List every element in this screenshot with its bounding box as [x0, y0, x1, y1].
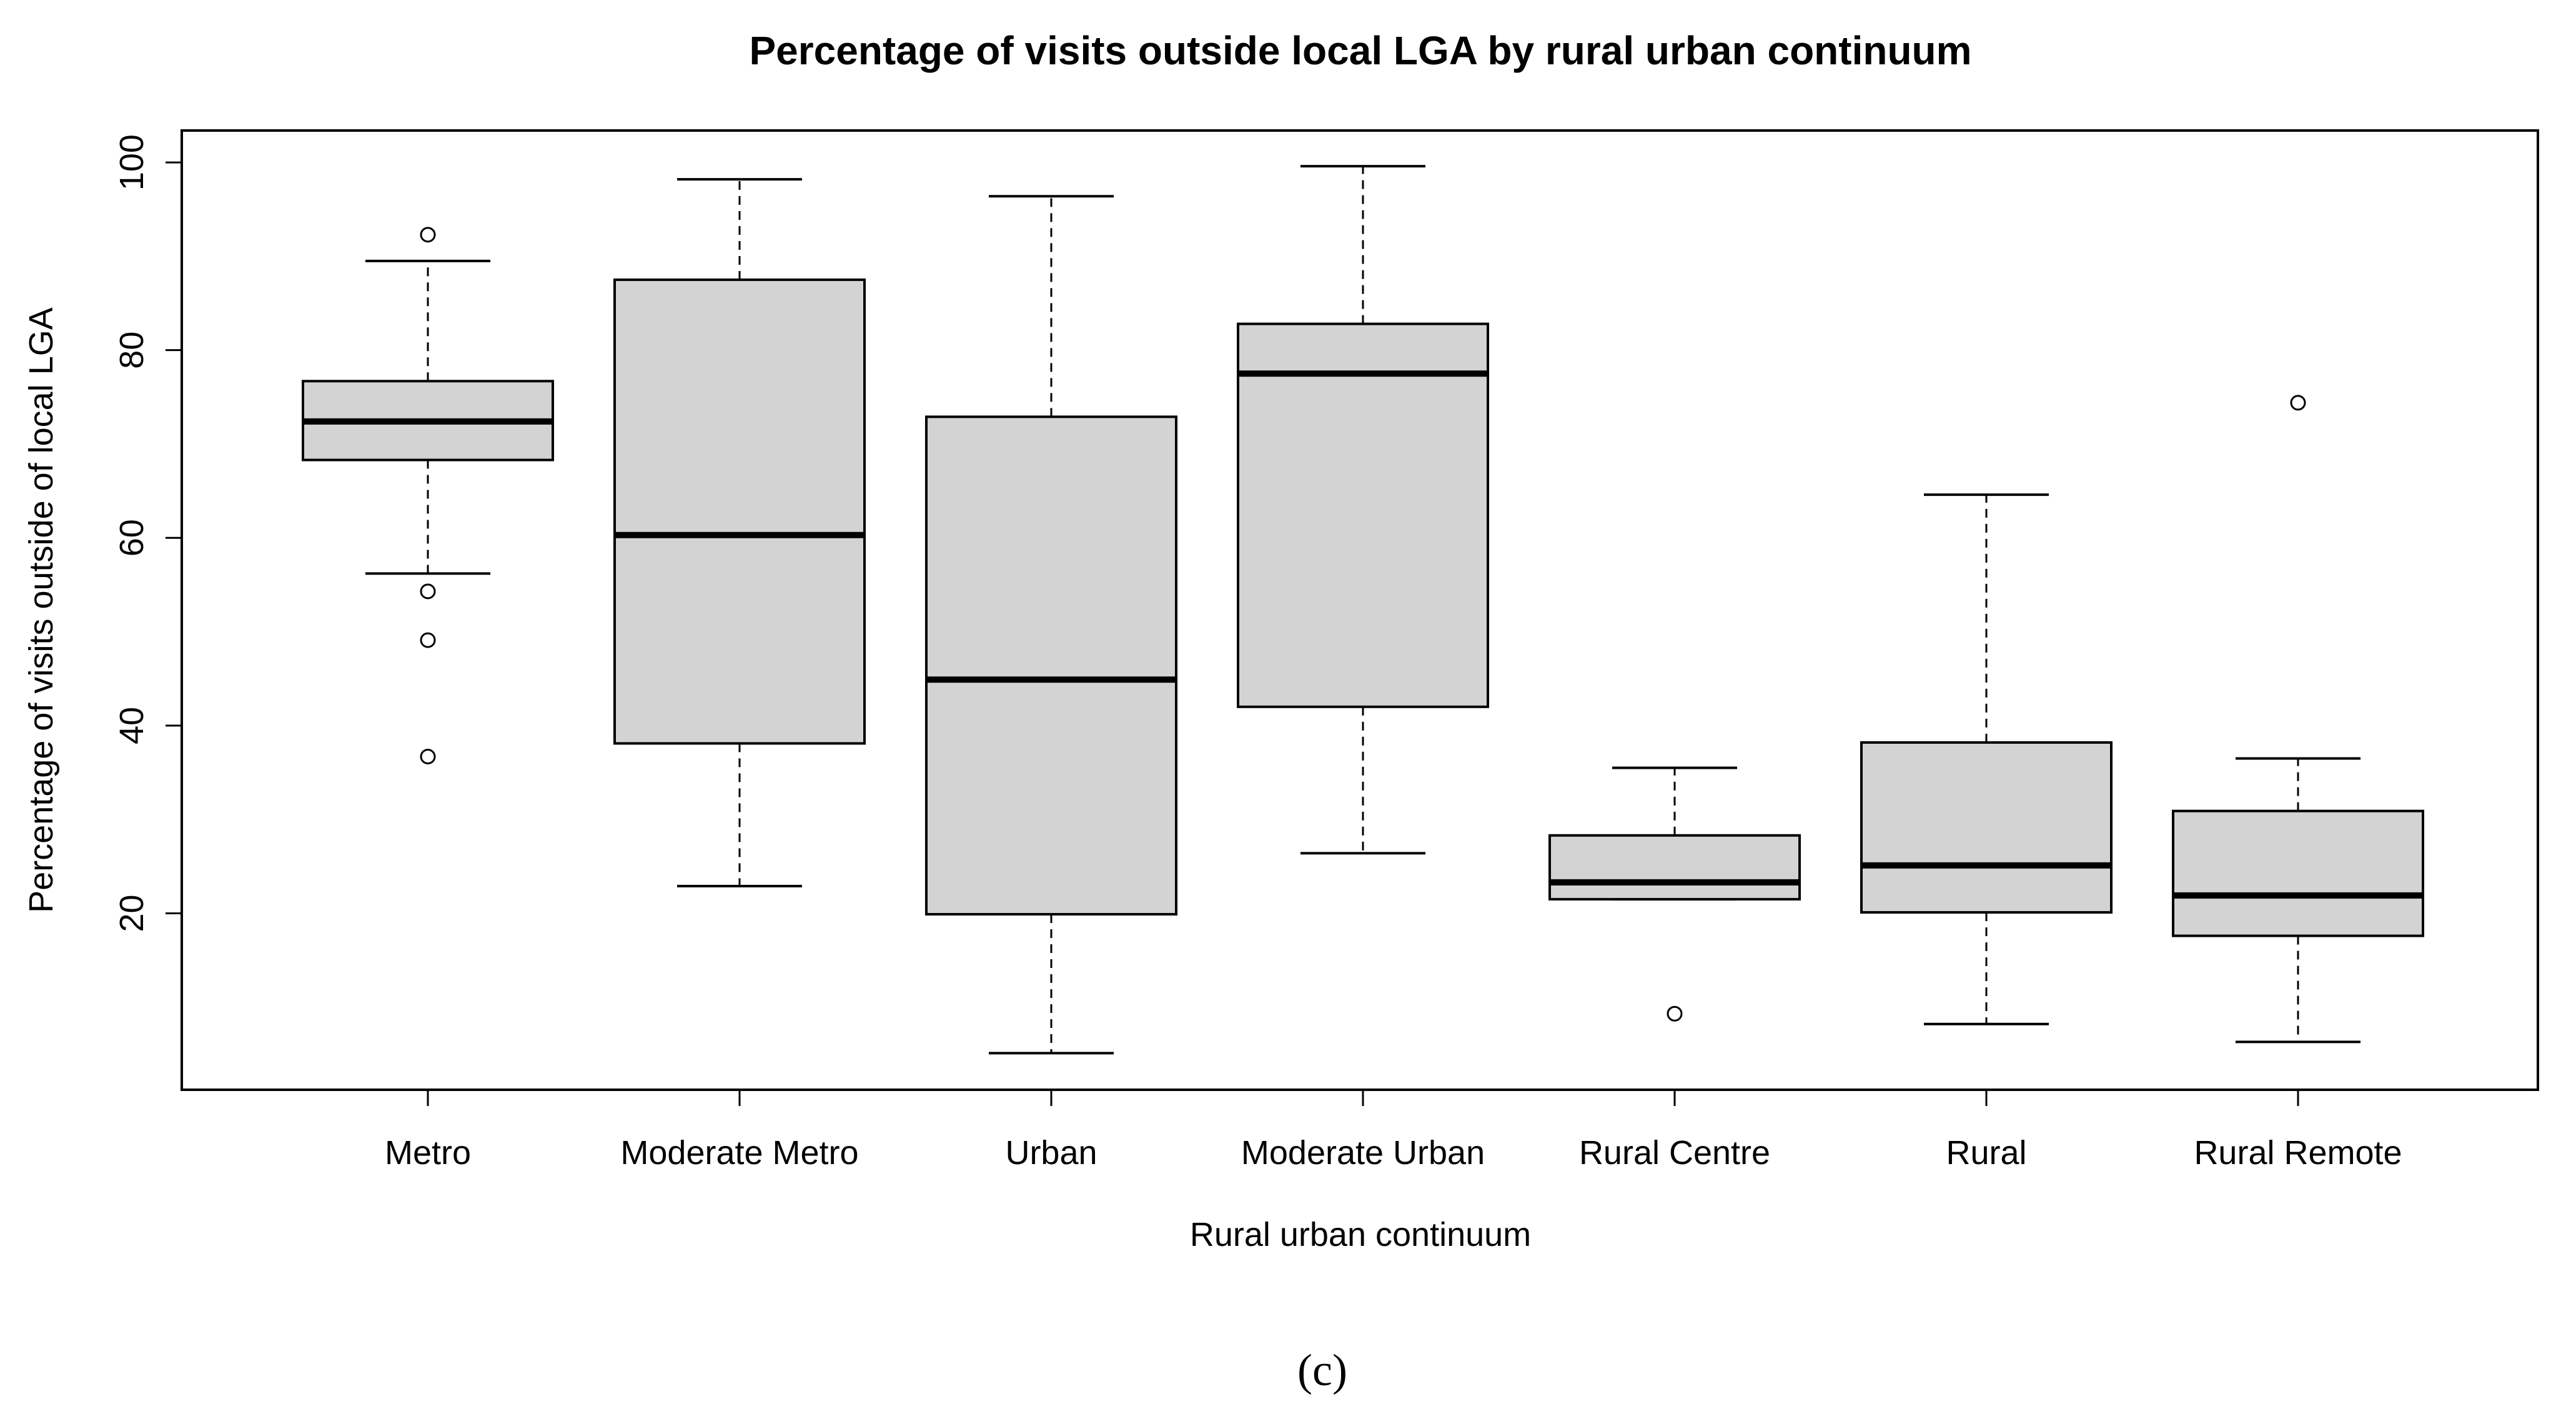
box-group	[1237, 165, 1489, 855]
outlier-point	[420, 583, 436, 600]
box-group	[2172, 395, 2424, 1044]
outlier-point	[420, 632, 436, 648]
box-group	[302, 227, 554, 764]
x-tick-label: Moderate Metro	[620, 1134, 858, 1172]
x-tick-label: Moderate Urban	[1241, 1134, 1485, 1172]
iqr-box	[2172, 809, 2424, 937]
iqr-box	[1237, 322, 1489, 708]
iqr-box	[1860, 741, 2113, 914]
box-series	[302, 165, 2424, 1055]
iqr-box	[613, 278, 866, 745]
box-group	[1548, 766, 1801, 1022]
chart-title: Percentage of visits outside local LGA b…	[749, 28, 1971, 73]
box-group	[925, 195, 1177, 1055]
x-axis-title: Rural urban continuum	[1190, 1216, 1531, 1253]
figure-caption: (c)	[1297, 1345, 1347, 1395]
y-axis-title: Percentage of visits outside of local LG…	[22, 307, 60, 913]
x-tick-label: Rural Remote	[2194, 1134, 2402, 1172]
x-tick-label: Urban	[1005, 1134, 1097, 1172]
outlier-point	[420, 748, 436, 764]
box-group	[613, 178, 866, 887]
x-tick-label: Metro	[385, 1134, 471, 1172]
y-tick-label: 80	[113, 332, 151, 369]
outlier-point	[420, 227, 436, 243]
y-tick-label: 20	[113, 894, 151, 932]
iqr-box	[1548, 834, 1801, 901]
y-tick-label: 40	[113, 707, 151, 744]
y-axis: 20 40 60 80 100	[113, 134, 183, 932]
y-tick-label: 60	[113, 519, 151, 556]
box-group	[1860, 493, 2113, 1025]
y-tick-label: 100	[113, 134, 151, 190]
iqr-box	[925, 415, 1177, 916]
x-tick-label: Rural	[1946, 1134, 2026, 1172]
outlier-point	[1667, 1005, 1683, 1022]
x-tick-label: Rural Centre	[1579, 1134, 1770, 1172]
x-axis: Metro Moderate Metro Urban Moderate Urban Ru…	[385, 1089, 2402, 1172]
outlier-point	[2290, 395, 2306, 411]
